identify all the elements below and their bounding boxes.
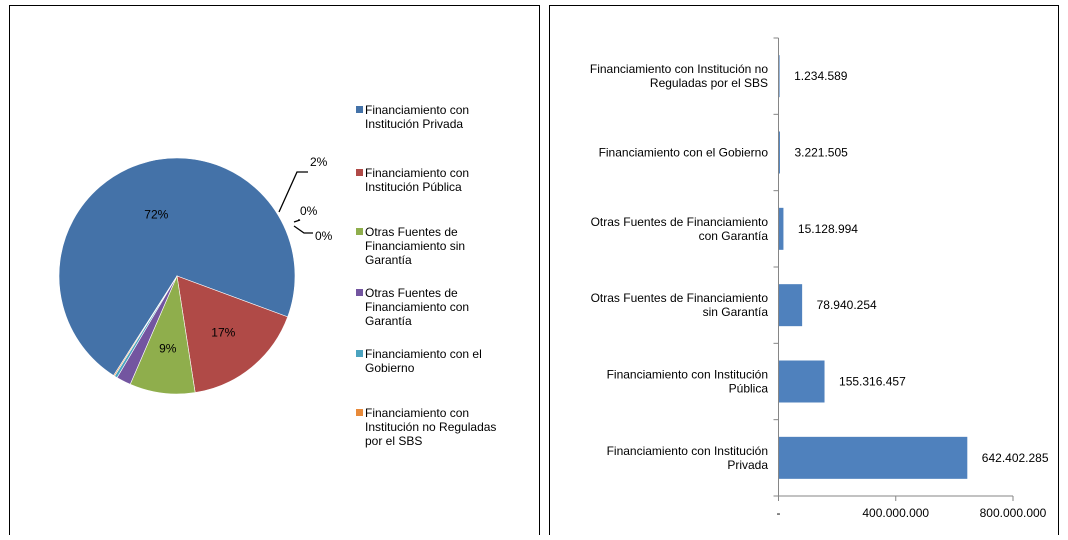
legend-label: Financiamiento con Institución no Regulad…	[365, 406, 496, 448]
pie-data-label: 0%	[315, 229, 333, 243]
pie-data-label: 72%	[144, 207, 168, 221]
legend-swatch	[356, 409, 363, 416]
pie-data-label: 0%	[300, 204, 318, 218]
x-tick-label: -	[777, 506, 781, 520]
pie-data-label: 2%	[310, 155, 328, 169]
legend-swatch	[356, 350, 363, 357]
legend-swatch	[356, 106, 363, 113]
pie-leader-line	[293, 225, 313, 234]
pie-leader-line	[278, 171, 308, 213]
bar	[779, 131, 780, 174]
bar	[779, 55, 780, 98]
legend-label: Financiamiento con Institución Pública	[365, 166, 469, 194]
bar-category-label: Otras Fuentes de Financiamiento sin Garan…	[591, 291, 769, 319]
bar	[779, 284, 803, 327]
legend-swatch	[356, 228, 363, 235]
bar-category-label: Financiamiento con Institución Privada	[607, 444, 769, 472]
pie-slice	[58, 157, 296, 376]
bar-value-label: 15.128.994	[798, 222, 858, 236]
bar-category-label: Financiamiento con Institución no Regulad…	[590, 62, 768, 90]
bar-category-label: Financiamiento con Institución Pública	[607, 368, 769, 396]
legend-swatch	[356, 289, 363, 296]
bar-chart: - 400.000.000 800.000.000 Financiamiento co…	[590, 37, 1049, 520]
legend-swatch	[356, 169, 363, 176]
x-tick-label: 800.000.000	[980, 506, 1047, 520]
pie-data-label: 17%	[211, 326, 235, 340]
bar-category-label: Financiamiento con el Gobierno	[599, 146, 769, 160]
bar-value-label: 155.316.457	[839, 375, 906, 389]
bar-value-label: 1.234.589	[794, 69, 848, 83]
bar-category-label: Otras Fuentes de Financiamiento con Garan…	[591, 215, 769, 243]
legend-label: Financiamiento con el Gobierno	[365, 347, 482, 375]
pie-leader-line	[293, 219, 301, 223]
bar	[779, 360, 825, 403]
legend-label: Otras Fuentes de Financiamiento con Garant…	[365, 286, 469, 328]
x-tick-label: 400.000.000	[862, 506, 929, 520]
pie-data-label: 9%	[159, 342, 177, 356]
pie-slice	[176, 275, 289, 393]
bar-value-label: 3.221.505	[794, 146, 848, 160]
bar	[779, 207, 784, 250]
bar-value-label: 78.940.254	[817, 298, 877, 312]
legend-label: Financiamiento con Institución Privada	[365, 103, 469, 131]
bar-value-label: 642.402.285	[982, 451, 1049, 465]
pie-slice	[113, 275, 178, 377]
pie-chart: 72% 17% 9% 2% 0% 0%	[58, 155, 333, 395]
legend-label: Otras Fuentes de Financiamiento sin Garant…	[365, 225, 465, 267]
bar	[779, 436, 968, 479]
pie-legend: Financiamiento con Institución Privada Fin…	[356, 103, 496, 448]
